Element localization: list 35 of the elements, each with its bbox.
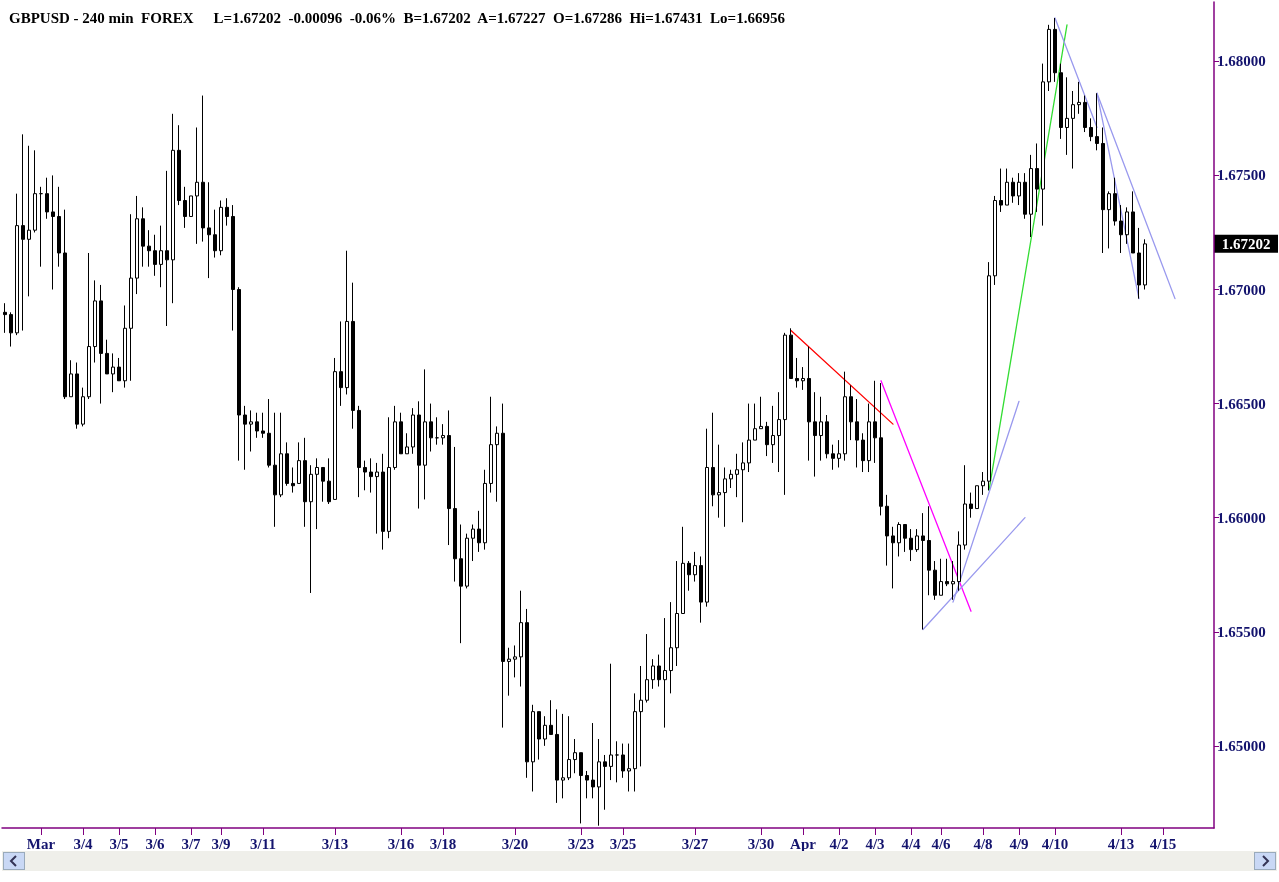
x-tick-label: 3/16 — [387, 835, 415, 852]
x-tick-label: 3/18 — [429, 835, 457, 852]
x-tick-label: 4/2 — [829, 835, 849, 852]
x-tick-label: 4/8 — [973, 835, 993, 852]
x-tick-label: 3/4 — [73, 835, 94, 852]
x-tick-label: 4/10 — [1041, 835, 1069, 852]
x-tick-label: 3/20 — [501, 835, 529, 852]
x-tick-label: 4/15 — [1149, 835, 1177, 852]
x-tick-label: 3/7 — [181, 835, 202, 852]
x-tick-label: 4/4 — [901, 835, 922, 852]
x-tick-label: 3/9 — [211, 835, 231, 852]
x-tick-label: 3/25 — [609, 835, 637, 852]
x-tick-label: 3/23 — [567, 835, 595, 852]
y-tick-label: 1.67500 — [1217, 167, 1266, 184]
y-tick-label: 1.66000 — [1217, 509, 1266, 526]
y-tick-label: 1.65500 — [1217, 623, 1266, 640]
x-tick-label: 3/11 — [250, 835, 276, 852]
x-tick-label: 3/30 — [747, 835, 775, 852]
x-tick-label: Mar — [26, 835, 56, 852]
x-tick-label: 3/6 — [145, 835, 166, 852]
x-tick-label: Apr — [790, 835, 817, 852]
y-tick-label: 1.68000 — [1217, 53, 1266, 70]
text: L=1.67202 -0.00096 -0.06% B=1.67202 A=1.67227 O=1.67286 Hi=1.67431 Lo=1.66956 — [213, 10, 786, 26]
x-tick-label: 4/9 — [1009, 835, 1029, 852]
text: GBPUSD - 240 min FOREX — [9, 10, 194, 26]
x-tick-label: 4/3 — [865, 835, 885, 852]
text: 1.67202 — [1221, 235, 1271, 252]
x-tick-label: 4/6 — [931, 835, 952, 852]
x-tick-label: 3/27 — [681, 835, 709, 852]
y-tick-label: 1.65000 — [1217, 737, 1266, 754]
y-tick-label: 1.66500 — [1217, 395, 1266, 412]
x-tick-label: 3/13 — [321, 835, 349, 852]
x-tick-label: 4/13 — [1107, 835, 1135, 852]
y-tick-label: 1.67000 — [1217, 281, 1266, 298]
x-tick-label: 3/5 — [109, 835, 129, 852]
